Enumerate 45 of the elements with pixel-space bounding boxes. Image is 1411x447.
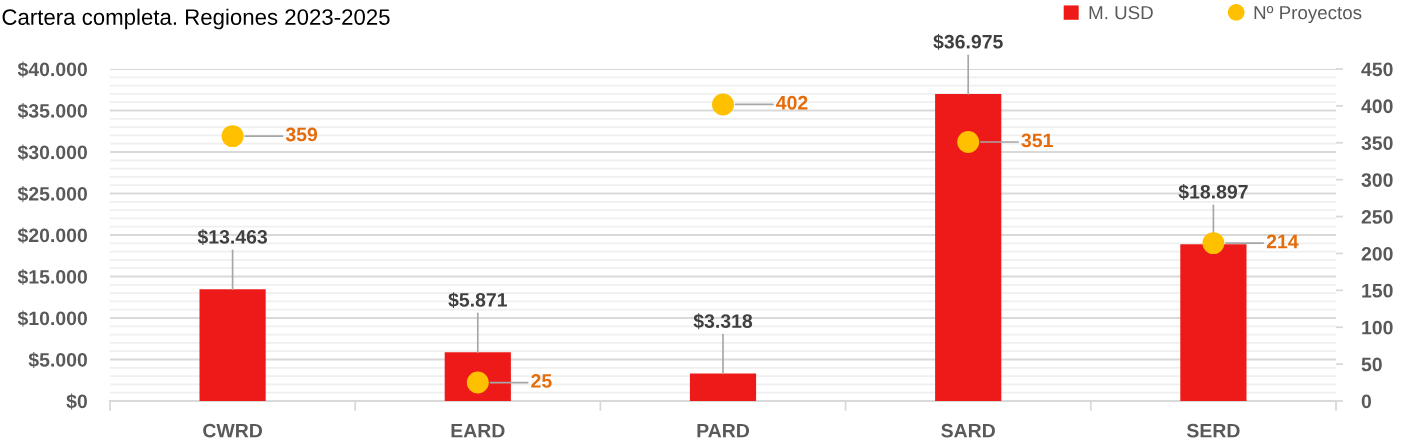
y-tick-label: $35.000 [17,103,87,119]
legend-label: Nº Proyectos [1254,6,1362,24]
data-label: 25 [531,374,552,388]
legend-label: M. USD [1089,6,1153,20]
x-tick-label: CWRD [203,423,263,438]
y2-tick-label: 250 [1361,210,1393,224]
point [957,131,980,154]
bar [689,373,757,401]
data-label: 402 [776,95,808,110]
data-label: $36.975 [933,33,1003,50]
x-tick-label: EARD [451,423,505,438]
point [1202,232,1225,255]
y2-tick-label: 150 [1362,283,1393,298]
y-tick-label: $10.000 [17,310,87,327]
point [712,93,734,116]
x-tick-label: SARD [941,423,995,438]
y2-tick-label: 200 [1361,246,1393,261]
y2-tick-label: 100 [1362,320,1393,335]
chart-title: Cartera completa. Regiones 2023-2025 [2,8,390,30]
x-tick-label: PARD [697,423,750,438]
x-tick-label: SERD [1186,423,1240,438]
bar [1180,244,1247,401]
y2-tick-label: 0 [1361,394,1372,409]
y-tick-label: $5.000 [28,352,87,368]
y2-tick-label: 50 [1361,357,1382,372]
y-tick-label: $15.000 [17,269,87,285]
y2-tick-label: 300 [1361,173,1393,187]
y-tick-label: $25.000 [17,186,87,202]
data-label: $3.318 [693,313,753,330]
y-tick-label: $30.000 [17,144,87,161]
data-label: $5.871 [448,292,507,309]
y2-tick-label: 350 [1361,136,1393,151]
data-label: $18.897 [1178,184,1248,200]
bar [199,289,266,401]
data-label: $13.463 [197,229,268,245]
y-tick-label: $40.000 [17,61,87,78]
y2-tick-label: 450 [1361,62,1393,77]
point [221,125,244,148]
data-label: 351 [1021,133,1053,148]
y-tick-label: $20.000 [17,227,87,244]
data-label: 214 [1266,234,1299,249]
y-tick-label: $0 [66,393,87,410]
bar [935,94,1002,401]
y2-tick-label: 400 [1361,99,1393,114]
data-label: 359 [285,127,318,142]
